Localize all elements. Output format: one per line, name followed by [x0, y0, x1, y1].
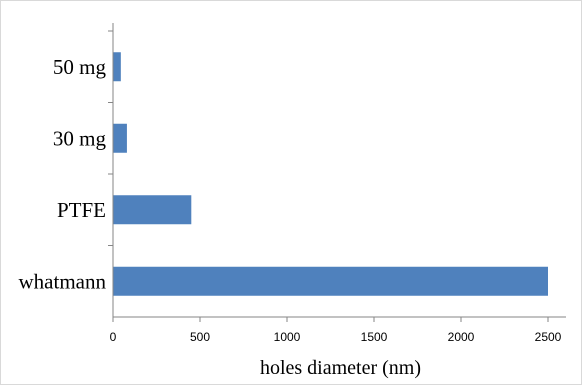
y-category-label: PTFE — [57, 198, 106, 222]
y-labels-group: 50 mg 30 mg PTFE whatmann — [19, 30, 113, 293]
x-axis-title: holes diameter (nm) — [260, 357, 421, 379]
bar-whatmann — [113, 266, 548, 296]
y-category-label: 50 mg — [53, 55, 107, 79]
x-tick-label: 0 — [110, 330, 117, 344]
bars-group — [113, 52, 548, 296]
x-tick-label: 1000 — [274, 330, 301, 344]
x-ticks-group: 0 500 1000 1500 2000 2500 — [110, 317, 562, 344]
y-category-label: whatmann — [19, 269, 107, 293]
bar-ptfe — [113, 195, 192, 225]
bar-50-mg — [113, 52, 121, 82]
y-category-label: 30 mg — [53, 126, 107, 150]
x-tick-label: 500 — [190, 330, 210, 344]
x-tick-label: 2500 — [535, 330, 562, 344]
x-tick-label: 1500 — [361, 330, 388, 344]
bar-30-mg — [113, 123, 127, 153]
x-tick-label: 2000 — [448, 330, 475, 344]
